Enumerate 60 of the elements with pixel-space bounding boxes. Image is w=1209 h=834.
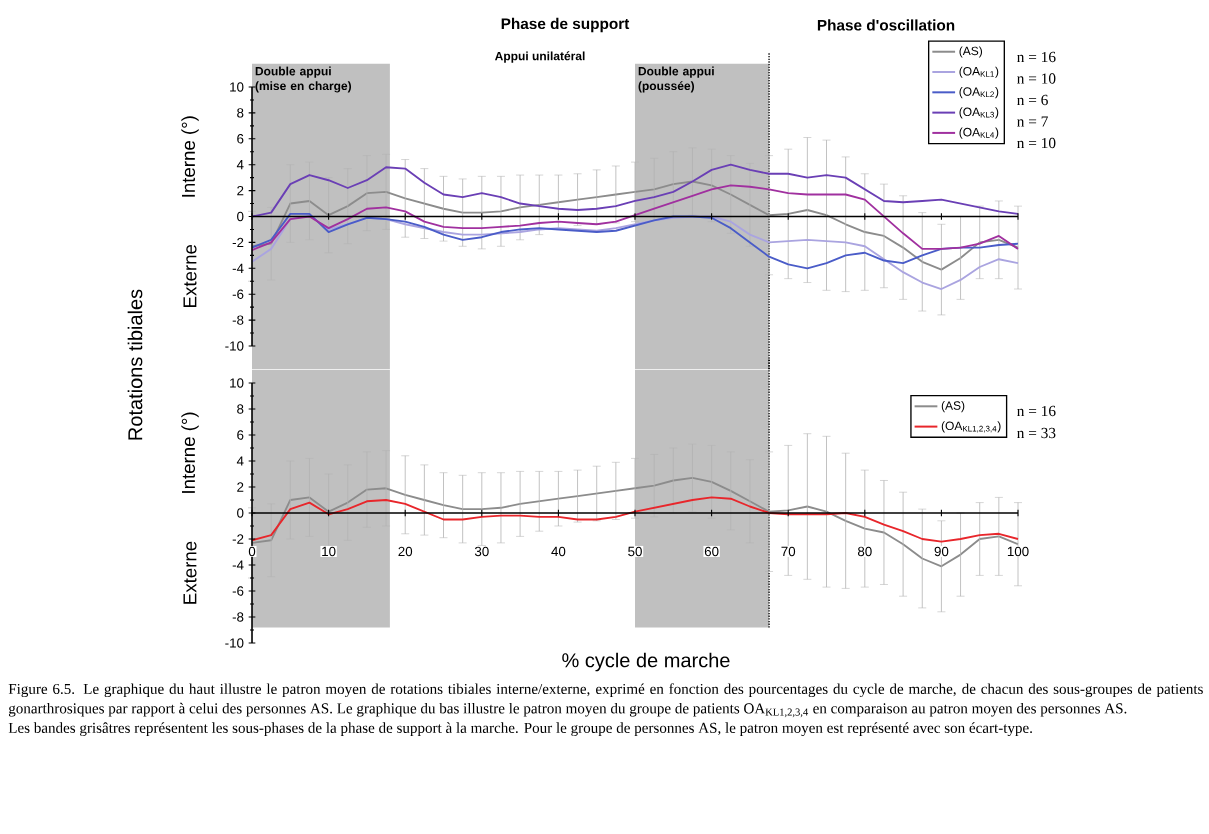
text: Phase de support bbox=[501, 17, 630, 33]
x-tick-label: 20 bbox=[398, 546, 413, 557]
text: Interne (°) bbox=[181, 116, 199, 197]
x-tick-label: 30 bbox=[474, 546, 489, 557]
y-tick-label: 4 bbox=[236, 160, 244, 170]
text: Interne (°) bbox=[181, 412, 199, 493]
y-tick-label: 6 bbox=[237, 430, 244, 440]
y-tick-label: 8 bbox=[237, 404, 244, 414]
y-tick-label: 4 bbox=[236, 456, 244, 466]
legend-label: (OA$_{KL2}$) bbox=[959, 86, 999, 99]
x-tick-label: 100 bbox=[1007, 546, 1029, 557]
x-tick-label: 50 bbox=[628, 546, 642, 557]
band-label: Double appui (poussée) bbox=[638, 66, 714, 93]
annotation: n = 7 bbox=[1017, 116, 1048, 127]
x-tick-label: 40 bbox=[551, 546, 566, 557]
x-tick-label: 60 bbox=[704, 546, 719, 557]
text: Phase d'oscillation bbox=[817, 19, 955, 31]
text: n = 10 bbox=[1017, 73, 1056, 84]
x-tick-label: 90 bbox=[934, 546, 949, 557]
y-tick-label: -4 bbox=[232, 263, 244, 273]
x-tick-label: 10 bbox=[322, 546, 336, 557]
y-tick-label: -6 bbox=[232, 586, 244, 596]
y-tick-label: 2 bbox=[237, 185, 244, 196]
x-tick-label: 80 bbox=[857, 546, 872, 557]
legend-label: (AS) bbox=[959, 46, 983, 58]
legend-label: (AS) bbox=[941, 400, 965, 413]
annotation: n = 6 bbox=[1017, 94, 1048, 106]
text: Les bandes grisâtres représentent les sous-phases de la phase de support à la marche. Pour le groupe de personnes AS, le patron moyen est représenté avec son écart-type. bbox=[8, 722, 1032, 737]
text: Externe bbox=[183, 541, 197, 604]
annotation: n = 10 bbox=[1017, 137, 1056, 149]
y-tick-label: -6 bbox=[232, 289, 244, 299]
band-label: Double appui (mise en charge) bbox=[255, 66, 352, 93]
text: n = 16 bbox=[1017, 51, 1056, 63]
y-tick-label: 10 bbox=[230, 82, 244, 92]
legend-label: (OA$_{KL4}$) bbox=[959, 127, 999, 139]
y-tick-label: 10 bbox=[230, 378, 244, 388]
y-tick-label: -2 bbox=[232, 237, 244, 248]
legend-label: (OA$_{KL1,2,3,4}$) bbox=[941, 421, 1001, 433]
annotation: n = 33 bbox=[1017, 427, 1056, 439]
y-tick-label: 8 bbox=[237, 108, 244, 118]
caption: Figure 6.5. Le graphique du haut illustre le patron moyen de rotations tibiales interne/externe, exprimé en fonction des pourcentages du cycle de marche, de chacun des sous-groupes de patients gonarthrosiques par rapport à celui des personnes AS. Le graphique du bas illustre le patron moyen du groupe de patients OA$_{KL1,2,3,4}$ en comparaison au patron moyen des personnes AS. bbox=[8, 683, 1203, 718]
x-tick-label: 0 bbox=[248, 546, 256, 557]
y-tick-label: -2 bbox=[232, 534, 244, 544]
y-tick-label: 6 bbox=[237, 134, 244, 144]
y-axis-title: Rotations tibiales bbox=[127, 289, 143, 440]
text: Externe bbox=[183, 244, 197, 307]
y-tick-label: 0 bbox=[237, 211, 244, 222]
legend-label: (OA$_{KL3}$) bbox=[959, 107, 999, 119]
y-tick-label: -10 bbox=[225, 341, 244, 351]
legend-label: (OA$_{KL1}$) bbox=[959, 66, 999, 78]
y-tick-label: -4 bbox=[232, 560, 244, 570]
y-tick-label: 0 bbox=[237, 508, 244, 518]
text: Appui unilatéral bbox=[494, 51, 585, 63]
y-tick-label: -8 bbox=[232, 315, 244, 325]
y-tick-label: -10 bbox=[225, 638, 244, 648]
y-tick-label: 2 bbox=[237, 482, 244, 492]
x-axis-title: % cycle de marche bbox=[562, 652, 730, 672]
annotation: n = 16 bbox=[1017, 405, 1056, 417]
x-tick-label: 70 bbox=[781, 546, 796, 557]
y-tick-label: -8 bbox=[232, 612, 244, 622]
